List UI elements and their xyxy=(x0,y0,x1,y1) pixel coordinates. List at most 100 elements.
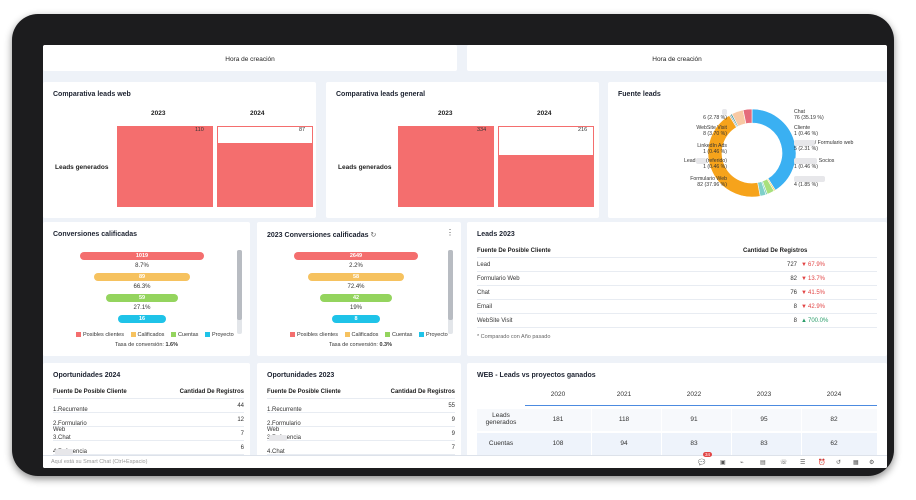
table-header: Fuente De Posible Cliente Cantidad De Re… xyxy=(53,385,244,399)
funnel-stage[interactable]: 16 xyxy=(118,315,166,323)
funnel-stage[interactable]: 8 xyxy=(332,315,380,323)
notification-badge: 34 xyxy=(703,452,713,457)
legend-swatch xyxy=(204,332,210,338)
year-header: 2020 xyxy=(550,391,566,398)
pie-label-value: 1 (0.46 %) xyxy=(794,164,818,170)
bar[interactable] xyxy=(398,126,494,207)
pie-label-value: 1 (0.46 %) xyxy=(794,131,818,137)
funnel-rate: 2.2% xyxy=(349,263,363,269)
pivot-cell[interactable]: 181 xyxy=(552,416,564,423)
grid-icon[interactable]: ▦ xyxy=(853,460,859,466)
conversion-rate: Tasa de conversión: 1.6% xyxy=(115,342,178,348)
table-row[interactable]: 1.Recurrente 55 xyxy=(267,399,455,413)
table-header: Fuente De Posible Cliente Cantidad De Re… xyxy=(267,385,455,399)
scrollbar[interactable] xyxy=(448,250,453,334)
record-count: 9 xyxy=(451,431,455,437)
arrow-down-icon: ▼ xyxy=(801,276,807,282)
table-row[interactable]: 3.Chat 7 xyxy=(53,427,244,441)
pie-slice[interactable] xyxy=(751,108,797,191)
source-name: WebSite Visit xyxy=(477,318,513,324)
calendar-icon[interactable]: ▤ xyxy=(760,460,766,466)
funnel-stage[interactable]: 59 xyxy=(106,294,178,302)
settings-icon[interactable]: ⚙ xyxy=(869,460,875,466)
card-title: 2023 Conversiones calificadas ↻ xyxy=(267,231,376,239)
funnel-stage[interactable]: 42 xyxy=(320,294,392,302)
table-row[interactable]: WebSite Visit 8 ▲ 700.0% xyxy=(477,314,877,328)
contacts-icon[interactable]: ☰ xyxy=(800,460,806,466)
column-header: Fuente De Posible Cliente xyxy=(53,389,127,395)
arrow-down-icon: ▼ xyxy=(801,290,807,296)
scrollbar-thumb[interactable] xyxy=(448,250,453,320)
table-row[interactable]: Chat 76 ▼ 41.5% xyxy=(477,286,877,300)
source-name: 1.Recurrente xyxy=(267,407,302,413)
pivot-cell[interactable]: 83 xyxy=(760,440,768,447)
column-divider xyxy=(661,409,662,457)
pie-slice[interactable] xyxy=(742,108,753,124)
pie-label: LinkedIn Ads 1 (0.46 %) xyxy=(664,143,727,155)
pivot-cell[interactable]: 91 xyxy=(690,416,698,423)
pivot-cell[interactable]: 118 xyxy=(618,416,630,423)
table-row[interactable]: 3.Referenciaxxxxxx9 xyxy=(267,427,455,441)
pie-label-value: 5 (2.31 %) xyxy=(794,146,818,152)
funnel-stage[interactable]: 2649 xyxy=(294,252,418,260)
source-name: 3.Chat xyxy=(53,435,71,441)
table-row[interactable]: 4.Chat 7 xyxy=(267,441,455,455)
pivot-cell[interactable]: 95 xyxy=(760,416,768,423)
record-count: 76 xyxy=(790,290,797,296)
pie-label-value: 82 (37.96 %) xyxy=(697,182,727,188)
pivot-cell[interactable]: 94 xyxy=(620,440,628,447)
scrollbar-thumb[interactable] xyxy=(237,250,242,320)
delta-percent: 13.7% xyxy=(808,276,826,282)
delta-percent: 700.0% xyxy=(808,318,829,324)
pie-label-name: Socios xyxy=(818,158,835,164)
card-title: Oportunidades 2024 xyxy=(53,372,121,379)
pie-label: xx6 (2.78 %) xyxy=(664,109,727,121)
table-row[interactable]: 2.Formulario Web 12 xyxy=(53,413,244,433)
record-count: 9 xyxy=(451,417,455,423)
header-divider xyxy=(525,405,877,406)
image-icon[interactable]: ▣ xyxy=(720,460,726,466)
opportunities-2023-card: Oportunidades 2023 Fuente De Posible Cli… xyxy=(257,363,461,468)
funnel-stage[interactable]: 58 xyxy=(308,273,404,281)
table-row[interactable]: 2.Formulario Web 9 xyxy=(267,413,455,433)
column-header: Cantidad De Registros xyxy=(743,248,808,254)
phone-icon[interactable]: ☏ xyxy=(780,460,788,466)
category-label: 2023 xyxy=(438,110,453,117)
pivot-cell[interactable]: 82 xyxy=(830,416,838,423)
conversions-card: Conversiones calificadas 1019 8.7% 89 66… xyxy=(43,222,250,356)
pie-label: Chat 76 (35.19 %) xyxy=(794,109,824,121)
table-row[interactable]: 1.Recurrente 44 xyxy=(53,399,244,413)
card-title: Oportunidades 2023 xyxy=(267,372,335,379)
category-label: 2024 xyxy=(250,110,265,117)
record-count: 8 xyxy=(793,318,797,324)
refresh-icon[interactable]: ↻ xyxy=(370,232,377,239)
table-row[interactable]: Email 8 ▼ 42.9% xyxy=(477,300,877,314)
card-title: Leads 2023 xyxy=(477,231,515,238)
chat-icon[interactable]: 💬 xyxy=(698,460,706,466)
table-row[interactable]: Formulario Web 82 ▼ 13.7% xyxy=(477,272,877,286)
pivot-cell[interactable]: 62 xyxy=(830,440,838,447)
bar[interactable] xyxy=(217,143,313,207)
column-divider xyxy=(731,409,732,457)
conversion-rate: Tasa de conversión: 0.3% xyxy=(329,342,392,348)
card-title: WEB - Leads vs proyectos ganados xyxy=(477,372,596,379)
link-icon[interactable]: ⌁ xyxy=(740,460,744,466)
pie-label-name: Formulario Web xyxy=(690,176,727,182)
column-header: Cantidad De Registros xyxy=(179,389,244,395)
table-row[interactable]: 4.Referenciaxxxxxx6 xyxy=(53,441,244,455)
funnel-stage[interactable]: 89 xyxy=(94,273,190,281)
history-icon[interactable]: ↺ xyxy=(836,460,842,466)
bar[interactable] xyxy=(498,155,594,207)
footnote: * Comparado con Año pasado xyxy=(477,334,551,340)
smart-chat-hint[interactable]: Aquí está su Smart Chat (Ctrl+Espacio) xyxy=(51,459,148,465)
pivot-cell[interactable]: 108 xyxy=(552,440,564,447)
pivot-row-bg xyxy=(477,433,877,455)
bar[interactable] xyxy=(117,126,213,207)
pivot-cell[interactable]: 83 xyxy=(690,440,698,447)
funnel-stage[interactable]: 1019 xyxy=(80,252,204,260)
alarm-icon[interactable]: ⏰ xyxy=(818,460,826,466)
table-row[interactable]: Lead 727 ▼ 67.9% xyxy=(477,258,877,272)
arrow-up-icon: ▲ xyxy=(801,318,807,324)
scrollbar[interactable] xyxy=(237,250,242,334)
more-options-icon[interactable]: ⋮ xyxy=(446,228,454,237)
